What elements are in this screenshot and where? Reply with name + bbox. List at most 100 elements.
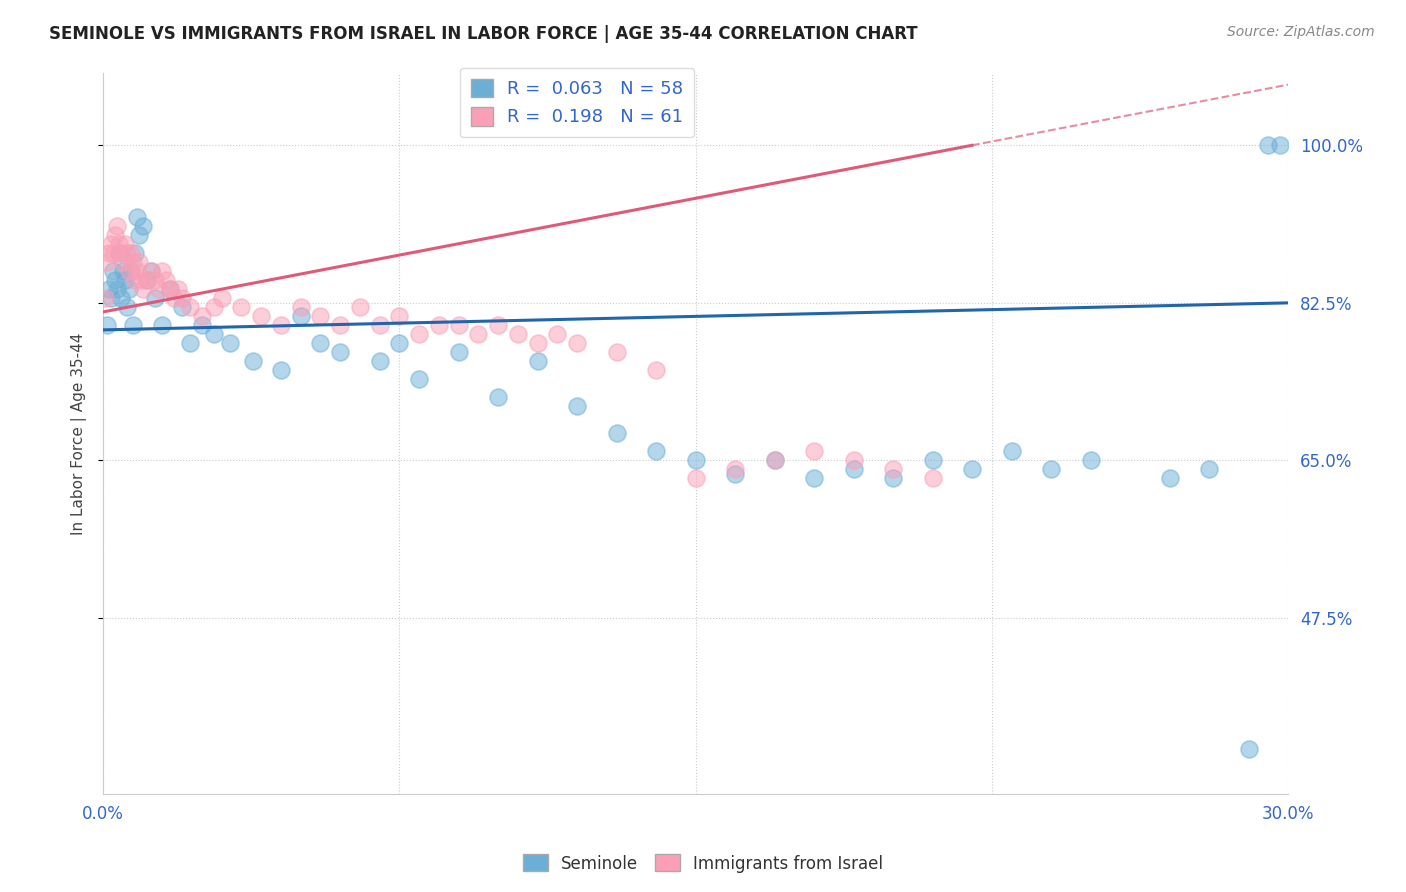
- Point: [129, 273, 152, 287]
- Point: [105, 219, 128, 234]
- Point: [114, 237, 136, 252]
- Legend: R =  0.063   N = 58, R =  0.198   N = 61: R = 0.063 N = 58, R = 0.198 N = 61: [460, 68, 695, 137]
- Point: [842, 462, 865, 476]
- Point: [803, 471, 825, 485]
- Point: [408, 327, 430, 342]
- Point: [104, 228, 127, 243]
- Point: [155, 273, 177, 287]
- Point: [108, 246, 131, 260]
- Point: [143, 291, 166, 305]
- Point: [1198, 462, 1220, 476]
- Point: [105, 282, 128, 296]
- Point: [110, 246, 132, 260]
- Point: [960, 462, 983, 476]
- Point: [124, 273, 146, 287]
- Point: [167, 282, 190, 296]
- Point: [120, 264, 142, 278]
- Point: [202, 327, 225, 342]
- Point: [1000, 444, 1022, 458]
- Point: [388, 310, 411, 324]
- Point: [115, 246, 138, 260]
- Legend: Seminole, Immigrants from Israel: Seminole, Immigrants from Israel: [516, 847, 890, 880]
- Point: [139, 264, 162, 278]
- Point: [803, 444, 825, 458]
- Point: [152, 318, 174, 333]
- Point: [218, 336, 240, 351]
- Point: [96, 318, 118, 333]
- Point: [94, 291, 117, 305]
- Point: [191, 318, 214, 333]
- Point: [101, 264, 124, 278]
- Point: [526, 354, 548, 368]
- Point: [606, 345, 628, 359]
- Point: [270, 318, 292, 333]
- Point: [309, 310, 332, 324]
- Point: [921, 453, 943, 467]
- Point: [152, 264, 174, 278]
- Point: [685, 453, 707, 467]
- Point: [368, 318, 391, 333]
- Point: [1257, 138, 1279, 153]
- Point: [882, 471, 904, 485]
- Point: [96, 255, 118, 269]
- Point: [1080, 453, 1102, 467]
- Text: Source: ZipAtlas.com: Source: ZipAtlas.com: [1227, 25, 1375, 39]
- Point: [131, 282, 153, 296]
- Point: [202, 301, 225, 315]
- Y-axis label: In Labor Force | Age 35-44: In Labor Force | Age 35-44: [72, 332, 87, 534]
- Point: [128, 228, 150, 243]
- Point: [329, 345, 352, 359]
- Point: [118, 282, 141, 296]
- Point: [388, 336, 411, 351]
- Point: [842, 453, 865, 467]
- Point: [447, 318, 470, 333]
- Point: [526, 336, 548, 351]
- Point: [1270, 138, 1292, 153]
- Point: [606, 426, 628, 441]
- Point: [101, 246, 124, 260]
- Point: [645, 444, 668, 458]
- Point: [114, 273, 136, 287]
- Point: [104, 273, 127, 287]
- Point: [1237, 741, 1260, 756]
- Point: [231, 301, 253, 315]
- Point: [121, 255, 143, 269]
- Point: [565, 336, 588, 351]
- Point: [447, 345, 470, 359]
- Point: [111, 264, 134, 278]
- Point: [159, 282, 181, 296]
- Point: [110, 291, 132, 305]
- Point: [163, 291, 186, 305]
- Point: [921, 471, 943, 485]
- Point: [427, 318, 450, 333]
- Point: [506, 327, 529, 342]
- Point: [1159, 471, 1181, 485]
- Point: [724, 467, 747, 481]
- Point: [486, 391, 509, 405]
- Point: [139, 264, 162, 278]
- Point: [349, 301, 371, 315]
- Text: SEMINOLE VS IMMIGRANTS FROM ISRAEL IN LABOR FORCE | AGE 35-44 CORRELATION CHART: SEMINOLE VS IMMIGRANTS FROM ISRAEL IN LA…: [49, 25, 918, 43]
- Point: [329, 318, 352, 333]
- Point: [763, 453, 786, 467]
- Point: [108, 237, 131, 252]
- Point: [120, 246, 142, 260]
- Point: [565, 400, 588, 414]
- Point: [882, 462, 904, 476]
- Point: [467, 327, 489, 342]
- Point: [172, 301, 194, 315]
- Point: [98, 246, 121, 260]
- Point: [270, 363, 292, 377]
- Point: [100, 237, 122, 252]
- Point: [242, 354, 264, 368]
- Point: [121, 318, 143, 333]
- Point: [685, 471, 707, 485]
- Point: [191, 310, 214, 324]
- Point: [763, 453, 786, 467]
- Point: [179, 336, 201, 351]
- Point: [128, 255, 150, 269]
- Point: [148, 282, 170, 296]
- Point: [131, 219, 153, 234]
- Point: [408, 372, 430, 386]
- Point: [135, 273, 157, 287]
